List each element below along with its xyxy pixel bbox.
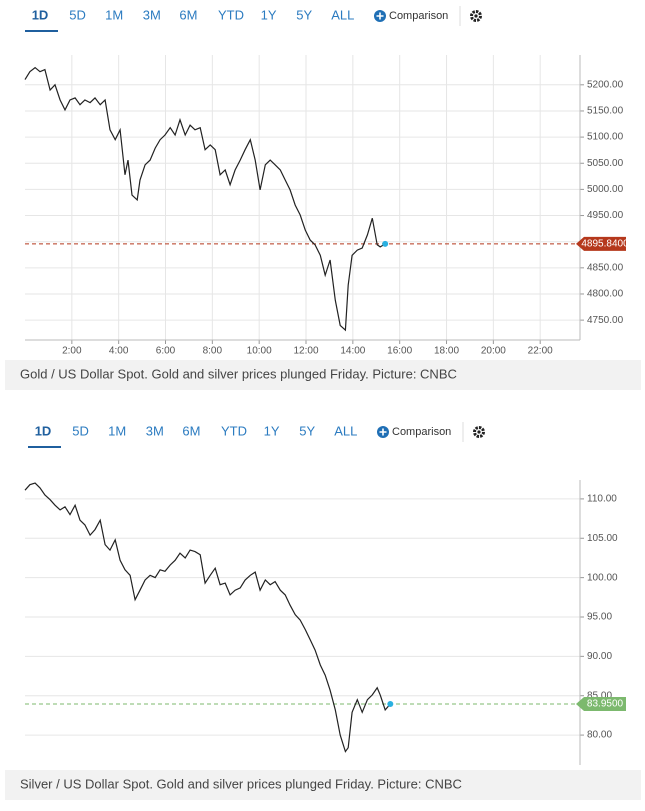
x-tick-label: 4:00	[109, 346, 129, 357]
y-tick-label: 5200.00	[587, 79, 624, 90]
x-tick-label: 6:00	[156, 346, 176, 357]
price-line	[24, 66, 386, 332]
range-button[interactable]: 1Y	[261, 7, 277, 22]
last-price-tag	[576, 696, 626, 711]
settings-hub	[477, 430, 481, 434]
y-tick-label: 4950.00	[587, 210, 624, 221]
price-line	[24, 482, 391, 753]
range-button[interactable]: 5D	[69, 7, 86, 22]
x-tick-label: 20:00	[481, 346, 506, 357]
last-point	[387, 700, 394, 707]
range-button[interactable]: 5D	[72, 423, 89, 438]
y-tick-label: 85.00	[587, 690, 612, 701]
y-tick-label: 5000.00	[587, 184, 624, 195]
x-tick-label: 2:00	[62, 346, 82, 357]
range-button[interactable]: 6M	[182, 423, 200, 438]
range-button[interactable]: YTD	[218, 7, 244, 22]
range-button[interactable]: 1M	[108, 423, 126, 438]
last-point	[382, 240, 389, 247]
range-button[interactable]: 3M	[143, 7, 161, 22]
comparison-button[interactable]: Comparison	[392, 426, 451, 438]
range-button[interactable]: 1D	[32, 7, 49, 22]
x-tick-label: 22:00	[528, 346, 553, 357]
y-tick-label: 100.00	[587, 572, 618, 583]
comparison-button[interactable]: Comparison	[389, 10, 448, 22]
y-tick-label: 4850.00	[587, 262, 624, 273]
last-price-tag	[576, 236, 626, 251]
last-price-label: 83.9500	[587, 699, 624, 710]
y-tick-label: 80.00	[587, 730, 612, 741]
y-tick-label: 105.00	[587, 533, 618, 544]
range-button[interactable]: ALL	[334, 423, 357, 438]
caption-box	[5, 770, 641, 800]
x-tick-label: 12:00	[293, 346, 318, 357]
range-button[interactable]: 6M	[179, 7, 197, 22]
x-tick-label: 18:00	[434, 346, 459, 357]
x-tick-label: 14:00	[340, 346, 365, 357]
range-button[interactable]: 1Y	[264, 423, 280, 438]
settings-icon[interactable]	[473, 426, 485, 438]
y-tick-label: 4800.00	[587, 289, 624, 300]
range-button[interactable]: 5Y	[299, 423, 315, 438]
range-button[interactable]: 3M	[146, 423, 164, 438]
settings-icon[interactable]	[470, 10, 482, 22]
plus	[379, 428, 387, 436]
x-tick-label: 8:00	[203, 346, 223, 357]
y-tick-label: 5100.00	[587, 132, 624, 143]
y-tick-label: 95.00	[587, 612, 612, 623]
plus	[376, 12, 384, 20]
range-button[interactable]: 5Y	[296, 7, 312, 22]
range-button[interactable]: YTD	[221, 423, 247, 438]
caption: Silver / US Dollar Spot. Gold and silver…	[20, 776, 462, 791]
y-tick-label: 110.00	[587, 494, 617, 505]
range-button[interactable]: ALL	[331, 7, 354, 22]
y-tick-label: 5050.00	[587, 158, 624, 169]
y-tick-label: 5150.00	[587, 106, 624, 117]
y-tick-label: 90.00	[587, 651, 612, 662]
caption-box	[5, 360, 641, 390]
settings-hub	[474, 14, 478, 18]
x-tick-label: 16:00	[387, 346, 412, 357]
range-button[interactable]: 1D	[35, 423, 52, 438]
caption: Gold / US Dollar Spot. Gold and silver p…	[20, 366, 457, 381]
range-button[interactable]: 1M	[105, 7, 123, 22]
x-tick-label: 10:00	[247, 346, 272, 357]
last-price-label: 4895.8400	[581, 239, 629, 250]
y-tick-label: 4750.00	[587, 315, 624, 326]
